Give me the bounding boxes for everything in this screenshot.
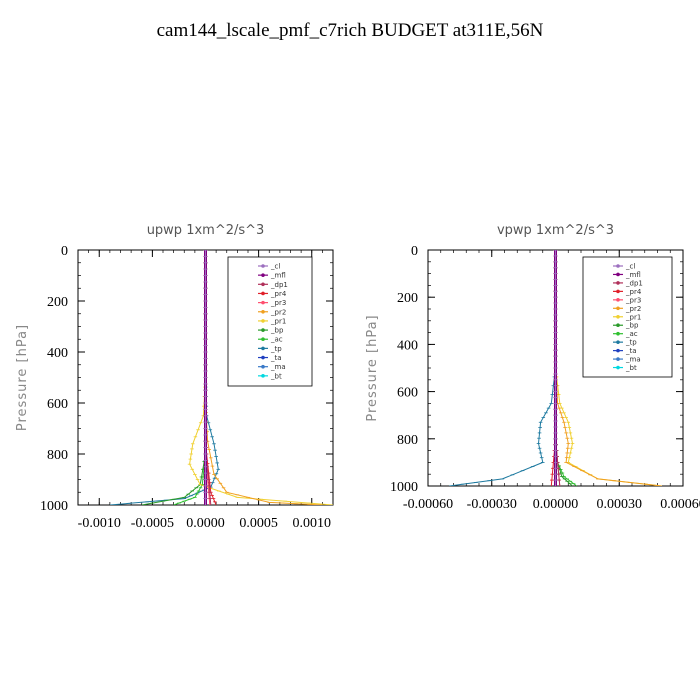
x-tick-label: -0.0005 bbox=[131, 516, 174, 531]
legend-marker bbox=[261, 364, 265, 369]
series-line-ac bbox=[173, 250, 206, 505]
legend-marker bbox=[616, 264, 620, 268]
legend-label: _cl bbox=[625, 263, 635, 271]
panel-title: vpwp 1xm^2/s^3 bbox=[497, 223, 614, 238]
legend-label: _bp bbox=[270, 327, 284, 335]
legend-marker bbox=[261, 374, 265, 378]
legend-label: _tp bbox=[270, 345, 282, 353]
y-tick-label: 0 bbox=[61, 244, 68, 259]
y-axis-label: Pressure [hPa] bbox=[365, 314, 380, 421]
legend-marker bbox=[261, 309, 265, 314]
x-tick-label: 0.00060 bbox=[660, 497, 700, 512]
legend-label: _mfl bbox=[270, 272, 286, 280]
legend-label: _dp1 bbox=[270, 281, 288, 289]
legend-marker bbox=[616, 348, 620, 353]
y-tick-label: 400 bbox=[47, 346, 68, 361]
y-tick-label: 600 bbox=[397, 386, 418, 401]
y-tick-label: 400 bbox=[397, 338, 418, 353]
legend-marker bbox=[261, 273, 265, 277]
x-tick-label: 0.00000 bbox=[533, 497, 579, 512]
legend-label: _ma bbox=[270, 363, 286, 371]
legend-marker bbox=[261, 264, 265, 268]
chart-panel-upwp: upwp 1xm^2/s^3 Pressure [hPa] 0 200 400 600 80… bbox=[15, 223, 334, 531]
y-tick-label: 0 bbox=[411, 244, 418, 259]
legend-label: _bt bbox=[270, 372, 282, 380]
legend-label: _ac bbox=[270, 336, 283, 344]
legend-marker bbox=[616, 365, 620, 370]
legend-marker bbox=[261, 300, 265, 305]
legend-label: _tp bbox=[625, 339, 637, 347]
legend-label: _pr2 bbox=[270, 308, 286, 316]
legend-marker bbox=[261, 282, 265, 287]
legend-label: _dp1 bbox=[625, 279, 643, 287]
panel-title: upwp 1xm^2/s^3 bbox=[147, 223, 265, 238]
series-line-tp bbox=[449, 250, 556, 486]
x-tick-label: 0.0010 bbox=[293, 516, 332, 531]
legend-marker bbox=[616, 272, 620, 277]
legend-marker bbox=[261, 328, 265, 332]
y-tick-label: 1000 bbox=[40, 499, 68, 514]
legend-marker bbox=[616, 314, 620, 319]
x-tick-label: 0.0005 bbox=[239, 516, 278, 531]
series-line-bp bbox=[141, 250, 206, 505]
legend-marker bbox=[261, 319, 265, 323]
legend-label: _pr1 bbox=[625, 313, 641, 321]
y-axis-label: Pressure [hPa] bbox=[15, 324, 30, 431]
legend-label: _ac bbox=[625, 330, 638, 338]
series-line-tp bbox=[109, 250, 219, 505]
legend-marker bbox=[616, 340, 620, 344]
legend-marker bbox=[616, 331, 620, 336]
chart-panel-vpwp: vpwp 1xm^2/s^3 Pressure [hPa] 0 200 400 600 80… bbox=[365, 223, 700, 512]
legend-marker bbox=[261, 355, 265, 360]
figure-title: cam144_lscale_pmf_c7rich BUDGET at311E,5… bbox=[156, 20, 544, 41]
series-group bbox=[449, 250, 662, 486]
y-tick-label: 800 bbox=[47, 448, 68, 463]
series-line-ac bbox=[555, 250, 578, 486]
legend-label: _mfl bbox=[625, 271, 641, 279]
legend-label: _bp bbox=[625, 322, 639, 330]
legend-marker bbox=[616, 289, 620, 294]
legend-marker bbox=[616, 306, 620, 311]
legend-label: _pr4 bbox=[270, 290, 287, 298]
legend-label: _pr1 bbox=[270, 317, 286, 325]
legend-label: _ma bbox=[625, 356, 641, 364]
legend-box bbox=[582, 256, 673, 378]
legend-label: _pr4 bbox=[625, 288, 642, 296]
legend-label: _cl bbox=[270, 263, 280, 271]
legend-box bbox=[227, 256, 313, 387]
legend-label: _pr3 bbox=[270, 299, 286, 307]
legend-label: _bt bbox=[625, 364, 637, 372]
y-tick-label: 600 bbox=[47, 397, 68, 412]
legend-marker bbox=[616, 281, 620, 285]
x-tick-label: -0.0010 bbox=[78, 516, 121, 531]
legend-marker bbox=[616, 357, 620, 361]
legend-label: _ta bbox=[270, 354, 282, 362]
legend-label: _ta bbox=[625, 347, 637, 355]
legend-marker bbox=[616, 323, 620, 328]
x-tick-label: -0.00030 bbox=[467, 497, 517, 512]
legend-marker bbox=[261, 346, 265, 351]
series-group bbox=[109, 250, 333, 505]
x-tick-label: -0.00060 bbox=[403, 497, 453, 512]
legend-marker bbox=[261, 337, 265, 342]
legend-marker bbox=[616, 298, 620, 302]
legend-label: _pr2 bbox=[625, 305, 641, 313]
x-tick-label: 0.00030 bbox=[597, 497, 643, 512]
y-tick-label: 1000 bbox=[390, 480, 418, 495]
x-tick-label: 0.0000 bbox=[186, 516, 225, 531]
legend-label: _pr3 bbox=[625, 296, 641, 304]
y-tick-label: 800 bbox=[397, 433, 418, 448]
legend-marker bbox=[261, 291, 265, 296]
y-tick-label: 200 bbox=[47, 295, 68, 310]
y-tick-label: 200 bbox=[397, 291, 418, 306]
